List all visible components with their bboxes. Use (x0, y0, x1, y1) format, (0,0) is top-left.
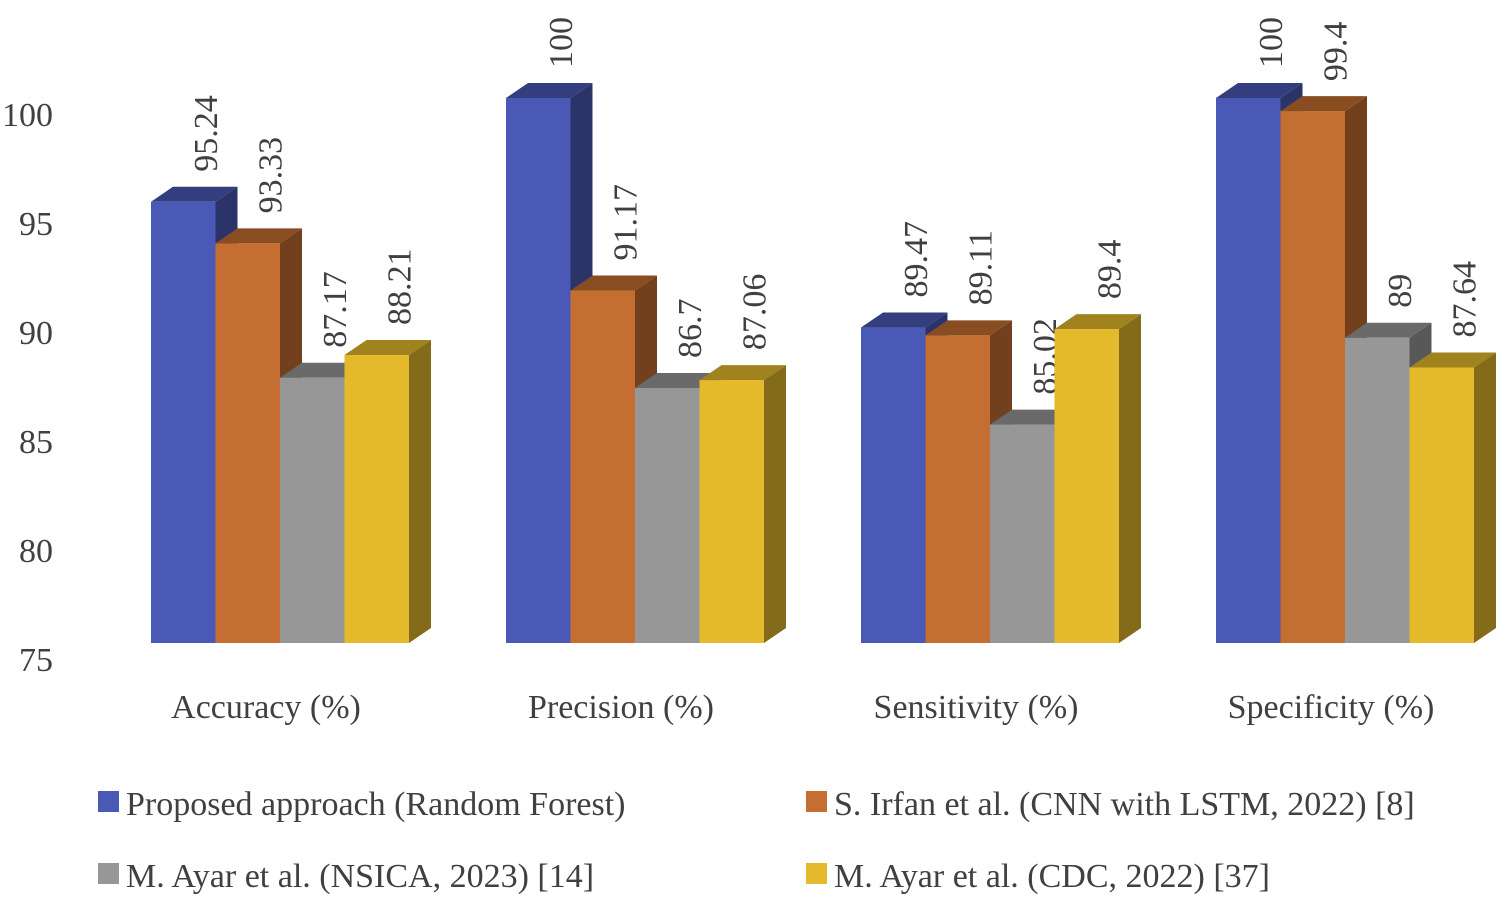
bar-top (344, 340, 431, 356)
x-category-label: Specificity (%) (1228, 689, 1435, 726)
data-label: 89 (1382, 274, 1419, 308)
bar (635, 387, 700, 643)
bar-top (861, 312, 948, 328)
data-label: 87.06 (737, 274, 774, 351)
legend-label: S. Irfan et al. (CNN with LSTM, 2022) [8… (834, 786, 1415, 823)
bar (506, 98, 571, 643)
x-category-label: Accuracy (%) (171, 689, 361, 726)
bar-top (570, 275, 657, 291)
legend-label: Proposed approach (Random Forest) (126, 786, 626, 823)
data-label: 100 (1253, 17, 1290, 68)
legend-swatch (806, 863, 827, 884)
data-label: 89.11 (963, 230, 1000, 305)
y-tick-label: 95 (19, 206, 53, 243)
bar (344, 355, 409, 643)
legend-swatch (98, 791, 119, 812)
bar (280, 377, 345, 643)
bar (570, 290, 635, 643)
bar-top (1409, 352, 1496, 368)
bar-top (506, 83, 593, 98)
bar (1345, 337, 1410, 643)
bar (925, 335, 990, 643)
data-label: 86.7 (672, 298, 709, 358)
bar (151, 201, 216, 643)
bar-side (764, 365, 786, 643)
data-label: 100 (543, 17, 580, 68)
legend-label: M. Ayar et al. (CDC, 2022) [37] (834, 858, 1270, 894)
x-category-label: Sensitivity (%) (874, 689, 1079, 726)
legend-swatch (806, 791, 827, 812)
y-tick-label: 75 (19, 642, 53, 679)
data-label: 87.17 (317, 271, 354, 348)
legend-label: M. Ayar et al. (NSICA, 2023) [14] (126, 858, 594, 894)
bar (215, 243, 280, 643)
data-label: 93.33 (253, 137, 290, 214)
bar-top (1345, 322, 1432, 338)
bar (699, 380, 764, 643)
bar (1409, 367, 1474, 643)
y-tick-label: 85 (19, 424, 53, 461)
bar-top (1280, 96, 1367, 112)
data-label: 95.24 (188, 95, 225, 172)
y-tick-label: 80 (19, 533, 53, 570)
data-label: 88.21 (382, 249, 419, 326)
bar (1216, 98, 1281, 643)
bar-top (1216, 83, 1303, 98)
bar-side (409, 340, 431, 643)
y-tick-label: 100 (2, 97, 53, 134)
y-tick-label: 90 (19, 315, 53, 352)
bar-top (215, 228, 302, 244)
bar-side (1474, 352, 1496, 643)
data-label: 89.4 (1092, 240, 1129, 300)
data-label: 91.17 (608, 184, 645, 261)
data-label: 99.4 (1318, 22, 1355, 82)
bar (1054, 329, 1119, 643)
bar-top (1054, 314, 1141, 330)
bar-top (925, 320, 1012, 336)
legend-swatch (98, 863, 119, 884)
bar-top (699, 365, 786, 381)
data-label: 87.64 (1447, 261, 1484, 338)
x-category-label: Precision (%) (528, 689, 714, 726)
data-label: 89.47 (898, 221, 935, 298)
bar-side (1119, 314, 1141, 643)
bar (990, 424, 1055, 643)
bar (861, 327, 926, 643)
bar (1280, 111, 1345, 643)
bar-top (151, 186, 238, 202)
